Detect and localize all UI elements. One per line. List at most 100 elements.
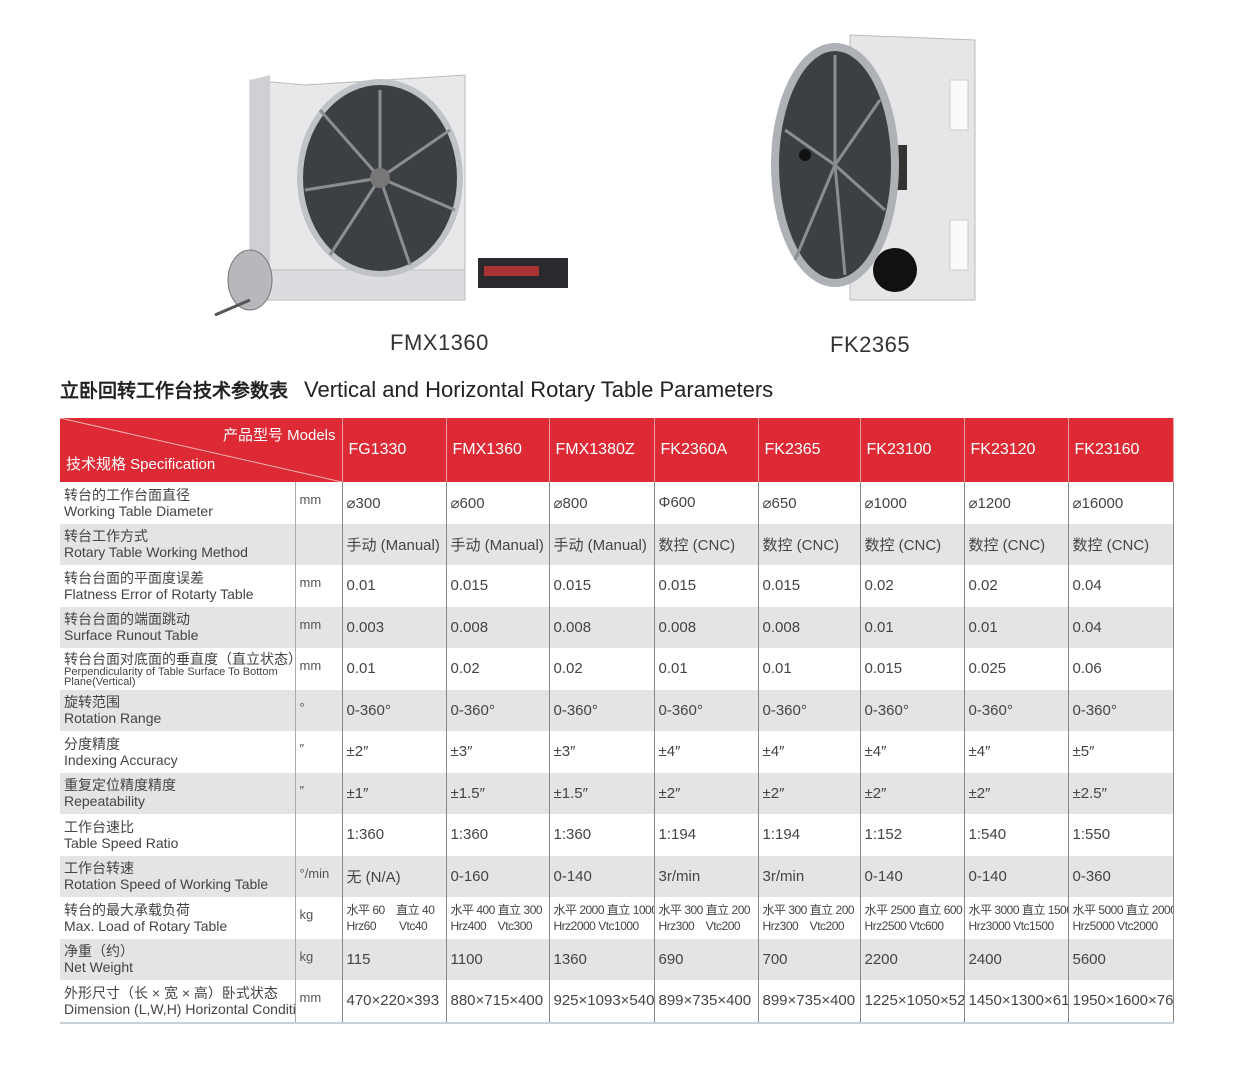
spec-value: 0.01 <box>342 648 447 690</box>
spec-value: 数控 (CNC) <box>860 523 965 565</box>
spec-label-en: Net Weight <box>64 959 133 976</box>
spec-value: 2200 <box>860 938 965 980</box>
spec-value: ±4″ <box>964 731 1069 773</box>
spec-label: 转台工作方式 Rotary Table Working Method <box>60 523 296 565</box>
spec-value: 水平 2500 直立 600 Hrz2500 Vtc600 <box>860 897 965 939</box>
spec-value: ±1.5″ <box>446 772 550 814</box>
spec-value: ⌀800 <box>549 482 655 524</box>
spec-label-cn: 转台的工作台面直径 <box>64 486 190 503</box>
spec-value: 0-360° <box>654 689 759 731</box>
spec-value: 1360 <box>549 938 655 980</box>
load-line: Hrz300 Vtc200 <box>658 918 741 933</box>
spec-value: 1:194 <box>654 814 759 856</box>
spec-label: 净重（约） Net Weight <box>60 938 296 980</box>
spec-value: 1450×1300×610 <box>964 980 1069 1022</box>
spec-value: 0-360° <box>342 689 447 731</box>
spec-unit: mm <box>295 565 343 607</box>
load-line: Hrz2000 Vtc1000 <box>553 918 640 933</box>
load-line: Hrz300 Vtc200 <box>762 918 845 933</box>
spec-value: ±2″ <box>860 772 965 814</box>
spec-label-cn: 净重（约） <box>64 943 134 960</box>
load-line: Hrz5000 Vtc2000 <box>1072 918 1159 933</box>
spec-value: 700 <box>758 938 861 980</box>
spec-value: 1:152 <box>860 814 965 856</box>
spec-value: 0.015 <box>654 565 759 607</box>
corner-models-label: 产品型号 Models <box>222 427 336 444</box>
spec-unit: mm <box>295 648 343 690</box>
model-header: FG1330 <box>342 418 447 482</box>
table-row: 转台台面的端面跳动 Surface Runout Table mm 0.003 0.00… <box>60 606 1174 648</box>
spec-value: 3r/min <box>654 855 759 897</box>
load-line: 水平 60 直立 40 <box>346 902 435 917</box>
spec-value: 0.015 <box>446 565 550 607</box>
spec-value: ±3″ <box>549 731 655 773</box>
spec-value: ⌀650 <box>758 482 861 524</box>
spec-value: 0-160 <box>446 855 550 897</box>
spec-value: 水平 5000 直立 2000 Hrz5000 Vtc2000 <box>1068 897 1174 939</box>
spec-value: 0.01 <box>964 606 1069 648</box>
fk2365-caption: FK2365 <box>830 332 911 357</box>
spec-value: 0.025 <box>964 648 1069 690</box>
spec-value: 925×1093×540 <box>549 980 655 1022</box>
spec-value: 0.02 <box>446 648 550 690</box>
spec-value: 0-360° <box>860 689 965 731</box>
spec-value: ⌀1000 <box>860 482 965 524</box>
spec-value: ±4″ <box>860 731 965 773</box>
table-row: 分度精度 Indexing Accuracy ″ ±2″ ±3″ ±3″ ±4″ ±4″ ±4″… <box>60 731 1174 773</box>
spec-label-en: Table Speed Ratio <box>64 834 179 851</box>
spec-value: 1100 <box>446 938 550 980</box>
model-header: FK2360A <box>654 418 759 482</box>
spec-value: 0-360° <box>964 689 1069 731</box>
spec-value: ±5″ <box>1068 731 1174 773</box>
load-line: 水平 2000 直立 1000 <box>553 902 654 917</box>
load-line: Hrz60 Vtc40 <box>346 918 428 933</box>
title-en: Vertical and Horizontal Rotary Table Par… <box>304 377 774 402</box>
spec-value: 3r/min <box>758 855 861 897</box>
spec-value: 1:360 <box>549 814 655 856</box>
spec-value: ±2″ <box>654 772 759 814</box>
table-row: 转台台面对底面的垂直度（直立状态） Perpendicularity of Tab… <box>60 648 1174 690</box>
spec-value: 0.01 <box>758 648 861 690</box>
spec-value: 0.015 <box>758 565 861 607</box>
spec-unit: kg <box>295 938 343 980</box>
spec-value: ⌀1200 <box>964 482 1069 524</box>
spec-value: 0.008 <box>446 606 550 648</box>
spec-label-cn: 转台台面对底面的垂直度（直立状态） <box>64 650 295 667</box>
spec-value: ±1″ <box>342 772 447 814</box>
table-row: 外形尺寸（长 × 宽 × 高）卧式状态 Dimension (L,W,H) Hor… <box>60 980 1174 1022</box>
spec-value: 0.02 <box>860 565 965 607</box>
spec-value: 无 (N/A) <box>342 855 447 897</box>
spec-value: 1225×1050×520 <box>860 980 965 1022</box>
spec-value: 0-140 <box>964 855 1069 897</box>
model-header: FK23100 <box>860 418 965 482</box>
spec-value: 水平 300 直立 200 Hrz300 Vtc200 <box>654 897 759 939</box>
spec-value: 水平 400 直立 300 Hrz400 Vtc300 <box>446 897 550 939</box>
load-line: 水平 5000 直立 2000 <box>1072 902 1173 917</box>
spec-value: 0-360° <box>549 689 655 731</box>
spec-label-en: Rotation Speed of Working Table <box>64 876 269 893</box>
table-row: 转台的工作台面直径 Working Table Diameter mm ⌀300 ⌀60… <box>60 482 1174 524</box>
spec-value: 水平 2000 直立 1000 Hrz2000 Vtc1000 <box>549 897 655 939</box>
spec-value: ⌀16000 <box>1068 482 1174 524</box>
spec-value: 水平 60 直立 40 Hrz60 Vtc40 <box>342 897 447 939</box>
spec-value: 470×220×393 <box>342 980 447 1022</box>
spec-unit: ″ <box>295 731 343 773</box>
spec-label-cn: 转台台面的平面度误差 <box>64 569 204 586</box>
spec-value: 0-360 <box>1068 855 1174 897</box>
spec-unit: mm <box>295 606 343 648</box>
model-header: FMX1360 <box>446 418 550 482</box>
spec-value: 1:550 <box>1068 814 1174 856</box>
load-line: 水平 400 直立 300 <box>450 902 543 917</box>
spec-value: ±4″ <box>654 731 759 773</box>
title-cn: 立卧回转工作台技术参数表 <box>60 381 289 402</box>
spec-label-cn: 工作台转速 <box>64 860 134 877</box>
spec-value: 数控 (CNC) <box>1068 523 1174 565</box>
spec-label-cn: 旋转范围 <box>64 694 120 711</box>
spec-unit: mm <box>295 482 343 524</box>
spec-value: 手动 (Manual) <box>446 523 550 565</box>
spec-value: 0.008 <box>654 606 759 648</box>
spec-value: 0.04 <box>1068 565 1174 607</box>
spec-unit: °/min <box>295 855 343 897</box>
spec-unit: ″ <box>295 772 343 814</box>
spec-value: ±4″ <box>758 731 861 773</box>
